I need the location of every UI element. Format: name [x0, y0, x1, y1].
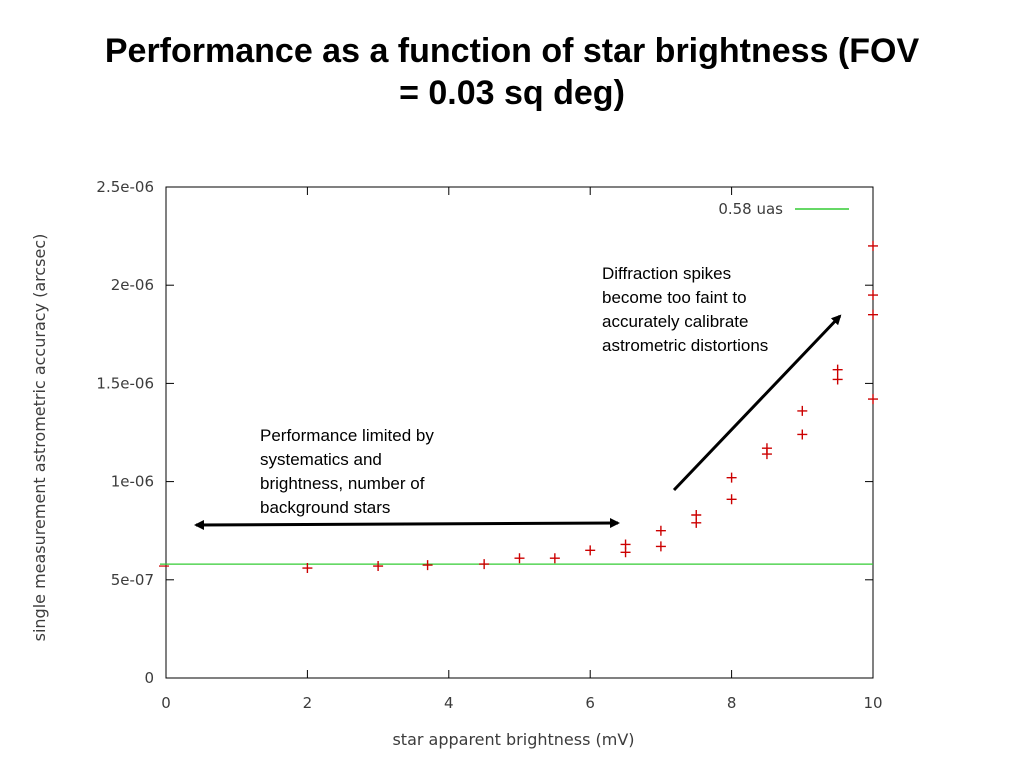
data-point [620, 539, 631, 550]
y-tick-label: 2.5e-06 [96, 178, 154, 196]
data-point [797, 405, 808, 416]
data-point [655, 541, 666, 552]
x-tick-label: 6 [585, 694, 595, 712]
y-tick-label: 1e-06 [111, 473, 154, 491]
data-point [797, 429, 808, 440]
data-point [373, 561, 384, 572]
data-point [514, 553, 525, 564]
systematics-annotation-line-4: background stars [260, 498, 391, 517]
slide-title-line-2: = 0.03 sq deg) [399, 74, 625, 112]
slide-title-line-1: Performance as a function of star bright… [104, 32, 920, 70]
systematics-annotation-line-1: Performance limited by [260, 426, 434, 445]
systematics-range-arrow [194, 518, 620, 530]
astrometric-accuracy-chart: 0 5e-07 1e-06 1.5e-06 2e-06 2.5e-06 0 2 4 6 8 10 sta… [30, 178, 883, 749]
data-point [868, 240, 878, 251]
data-point [726, 494, 737, 505]
diffraction-annotation-line-4: astrometric distortions [602, 336, 769, 355]
x-tick-label: 8 [727, 694, 737, 712]
diffraction-annotation-line-3: accurately calibrate [602, 312, 749, 331]
data-point [479, 559, 490, 570]
data-point [422, 560, 433, 571]
data-point [726, 472, 737, 483]
data-point [655, 525, 666, 536]
diffraction-annotation-line-2: become too faint to [602, 288, 747, 307]
data-point [832, 364, 843, 375]
data-point [761, 443, 772, 454]
x-tick-label: 10 [863, 694, 882, 712]
x-tick-label: 2 [303, 694, 313, 712]
y-tick-label: 5e-07 [111, 571, 154, 589]
legend-label: 0.58 uas [718, 200, 783, 218]
x-tick-label: 4 [444, 694, 454, 712]
systematics-annotation-line-3: brightness, number of [260, 474, 425, 493]
slide-title: Performance as a function of star bright… [20, 30, 1004, 114]
data-point [868, 290, 878, 301]
systematics-annotation: Performance limited by systematics and b… [260, 424, 500, 520]
y-axis-label: single measurement astrometric accuracy … [30, 234, 49, 642]
data-point [302, 563, 313, 574]
y-tick-label: 2e-06 [111, 276, 154, 294]
y-tick-label: 1.5e-06 [96, 374, 154, 392]
data-point [585, 545, 596, 556]
data-point [868, 394, 878, 405]
diffraction-annotation: Diffraction spikes become too faint to a… [602, 262, 832, 358]
data-point [691, 509, 702, 520]
data-point [549, 553, 560, 564]
x-tick-label: 0 [161, 694, 171, 712]
plot-frame [165, 186, 874, 679]
diffraction-trend-arrow [672, 314, 842, 492]
data-point [832, 374, 843, 385]
data-point [868, 309, 878, 320]
diffraction-annotation-line-1: Diffraction spikes [602, 264, 732, 283]
x-axis-label: star apparent brightness (mV) [392, 730, 634, 749]
systematics-annotation-line-2: systematics and [260, 450, 382, 469]
y-tick-label: 0 [144, 669, 154, 687]
